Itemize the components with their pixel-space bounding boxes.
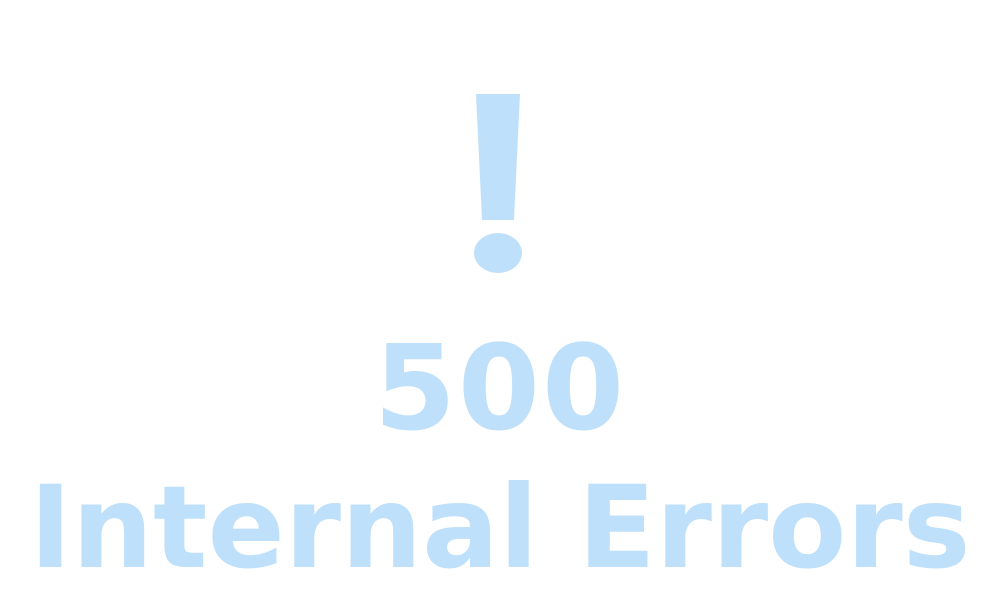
exclamation-dot [474, 233, 522, 273]
error-message: Internal Errors [29, 461, 971, 594]
exclamation-bar [476, 94, 520, 220]
error-code: 500 [373, 319, 627, 457]
exclamation-icon [474, 94, 522, 273]
